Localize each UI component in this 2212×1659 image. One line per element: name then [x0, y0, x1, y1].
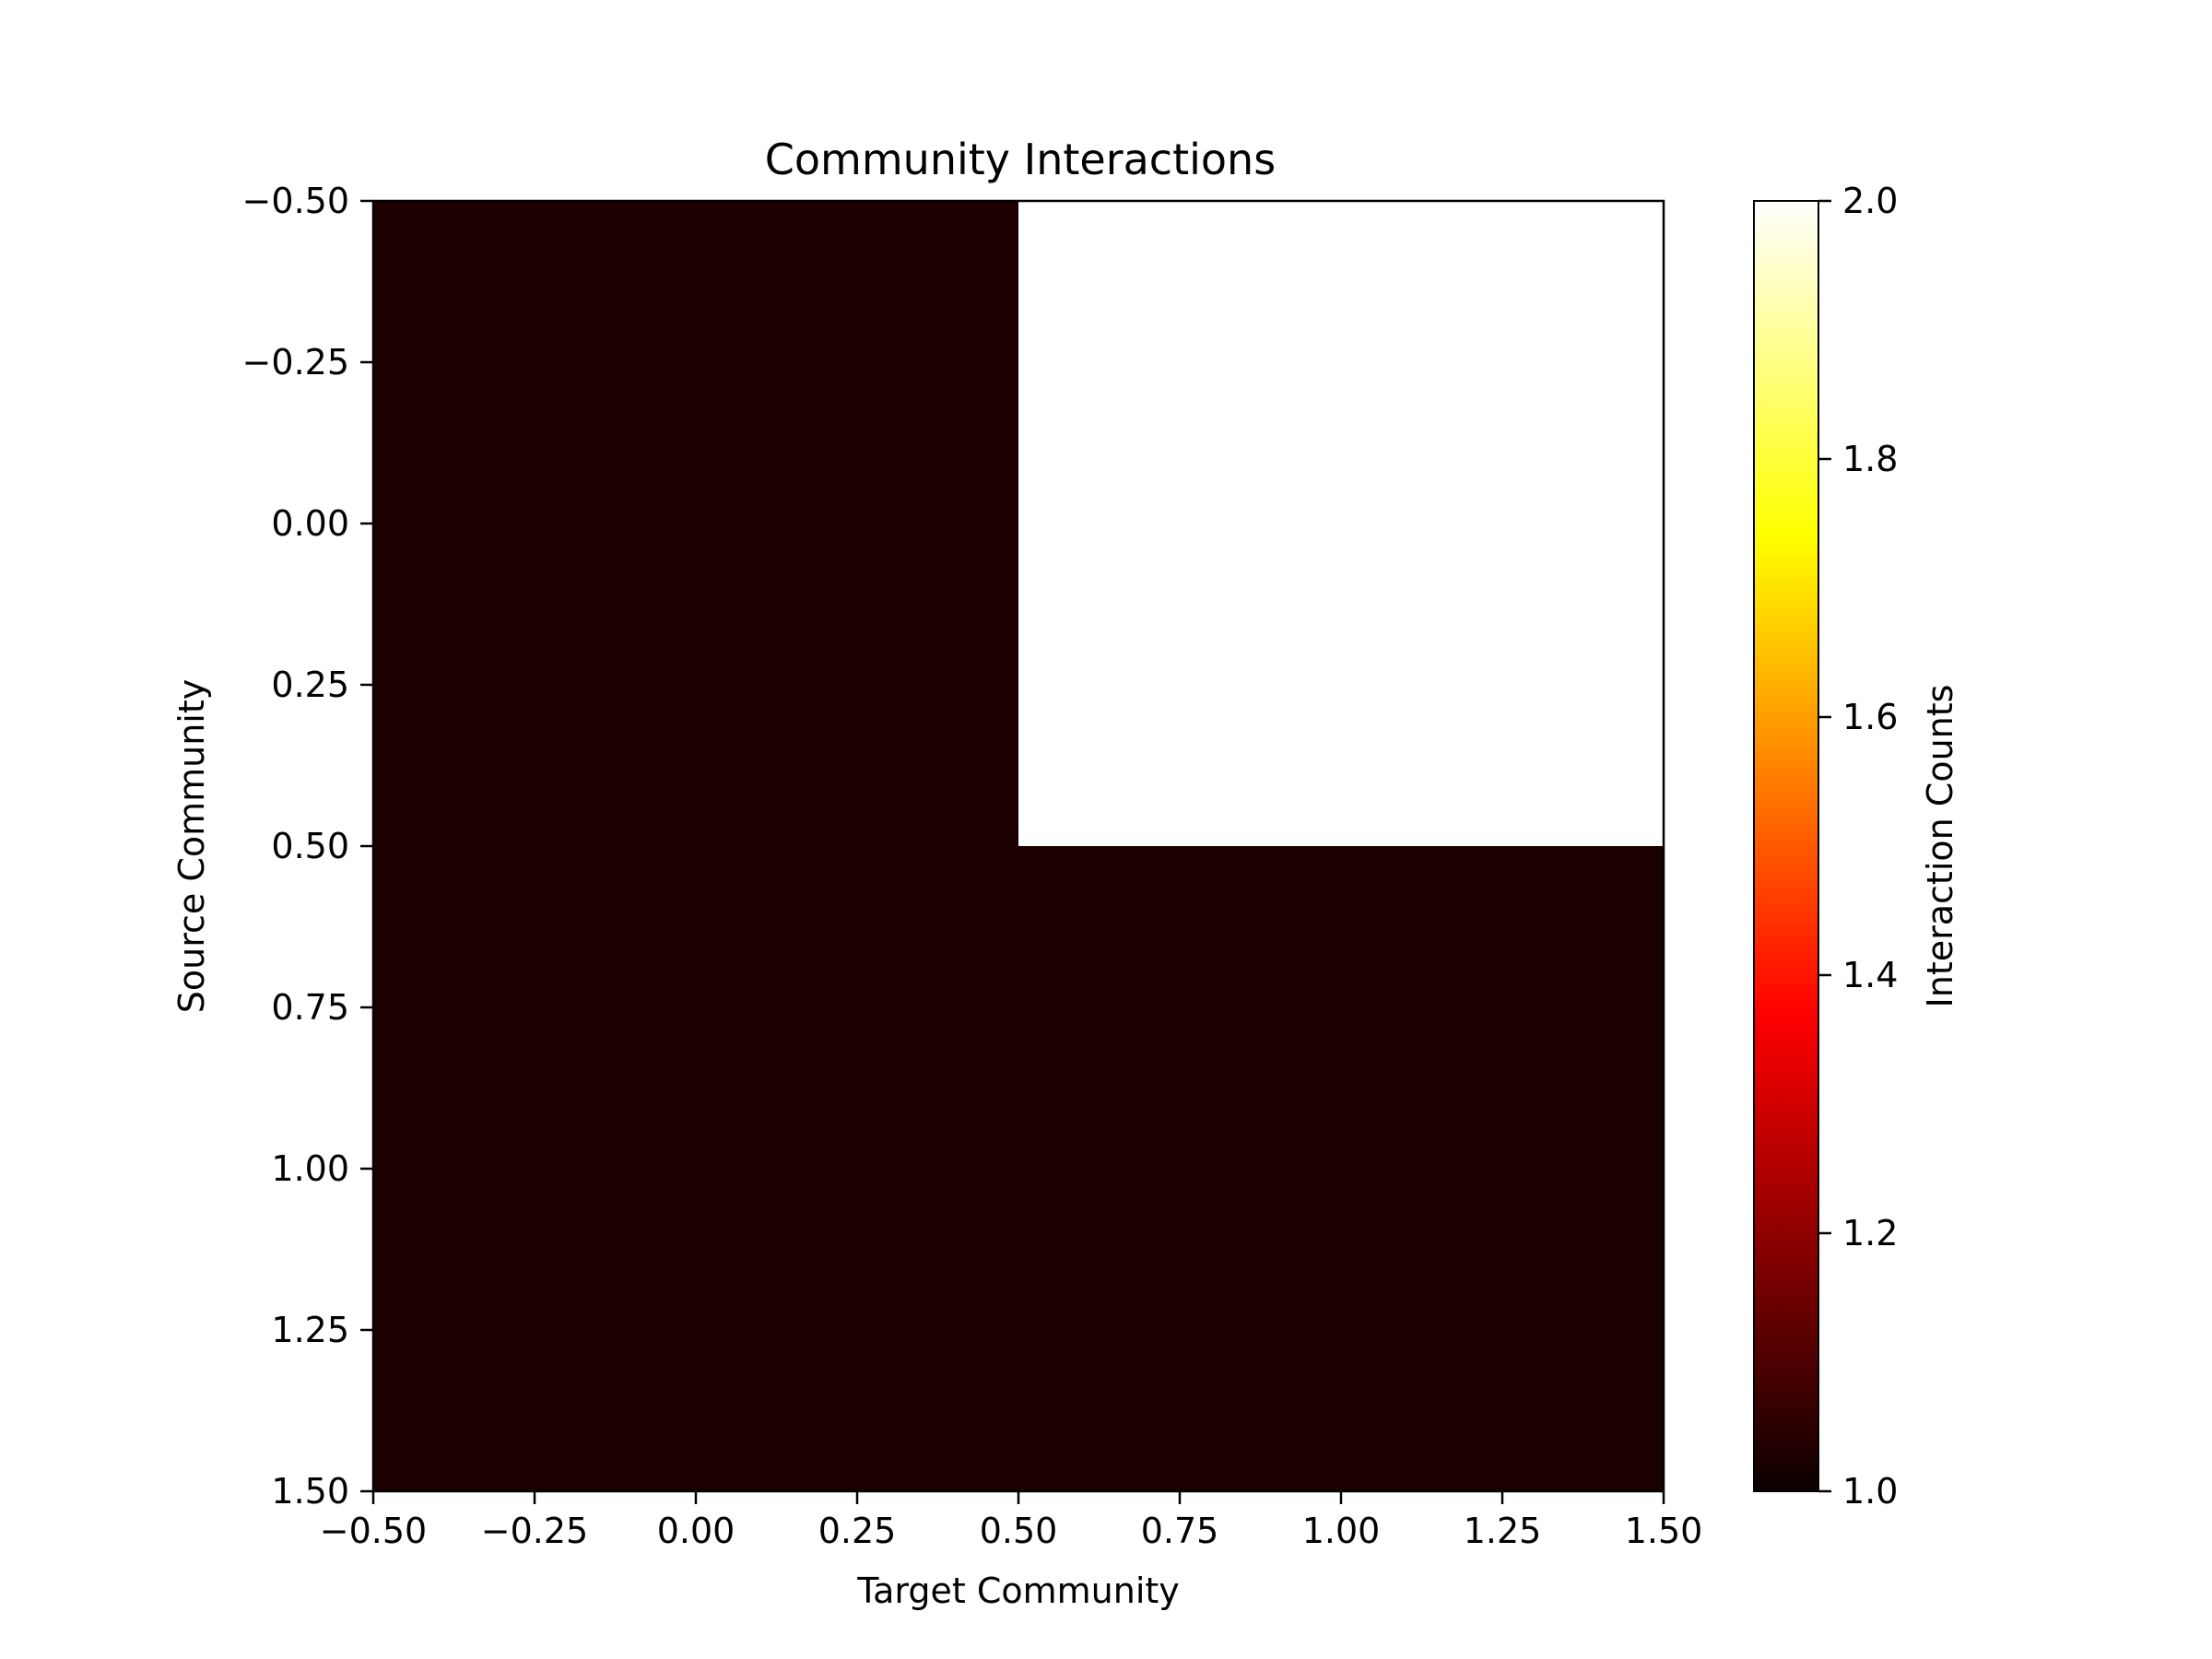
x-tick-label: −0.25 — [481, 1511, 588, 1551]
heatmap-cell-0-1 — [1018, 201, 1664, 846]
y-tick-label: 1.00 — [271, 1148, 349, 1189]
y-tick-label: 0.50 — [271, 826, 349, 866]
chart-title: Community Interactions — [765, 135, 1276, 184]
heatmap-cell-1-1 — [1018, 846, 1664, 1491]
x-tick-label: 0.00 — [657, 1511, 735, 1551]
colorbar-tick-label: 1.8 — [1842, 439, 1898, 479]
x-axis-label: Target Community — [856, 1571, 1180, 1611]
colorbar-tick-label: 1.0 — [1842, 1471, 1898, 1512]
colorbar-axis: 1.0 1.2 1.4 1.6 1.8 2.0 — [1818, 181, 1898, 1512]
heatmap-cell-0-0 — [373, 201, 1018, 846]
colorbar-label: Interaction Counts — [1920, 685, 1960, 1008]
x-tick-label: 1.00 — [1302, 1511, 1381, 1551]
y-tick-label: 0.00 — [271, 503, 349, 544]
colorbar-tick-label: 1.4 — [1842, 955, 1898, 995]
x-tick-label: 0.25 — [818, 1511, 897, 1551]
x-tick-label: 0.50 — [980, 1511, 1058, 1551]
y-tick-label: 0.25 — [271, 665, 349, 705]
y-tick-label: −0.50 — [242, 181, 349, 221]
colorbar-tick-label: 2.0 — [1842, 181, 1898, 221]
x-tick-label: 1.50 — [1625, 1511, 1703, 1551]
y-tick-label: 1.25 — [271, 1310, 349, 1350]
y-tick-label: 0.75 — [271, 987, 349, 1028]
x-tick-label: 0.75 — [1141, 1511, 1219, 1551]
y-axis-label: Source Community — [171, 679, 212, 1014]
heatmap-cells — [373, 201, 1664, 1491]
colorbar — [1753, 200, 1819, 1492]
x-axis: −0.50 −0.25 0.00 0.25 0.50 0.75 1.00 1.25 1.50 — [320, 1491, 1703, 1551]
y-tick-label: −0.25 — [242, 342, 349, 382]
x-tick-label: 1.25 — [1464, 1511, 1542, 1551]
colorbar-tick-label: 1.2 — [1842, 1213, 1898, 1253]
x-tick-label: −0.50 — [320, 1511, 427, 1551]
heatmap-cell-1-0 — [373, 846, 1018, 1491]
y-axis: −0.50 −0.25 0.00 0.25 0.50 0.75 1.00 1.25 1.50 — [242, 181, 373, 1512]
y-tick-label: 1.50 — [271, 1471, 349, 1512]
colorbar-tick-label: 1.6 — [1842, 697, 1898, 737]
